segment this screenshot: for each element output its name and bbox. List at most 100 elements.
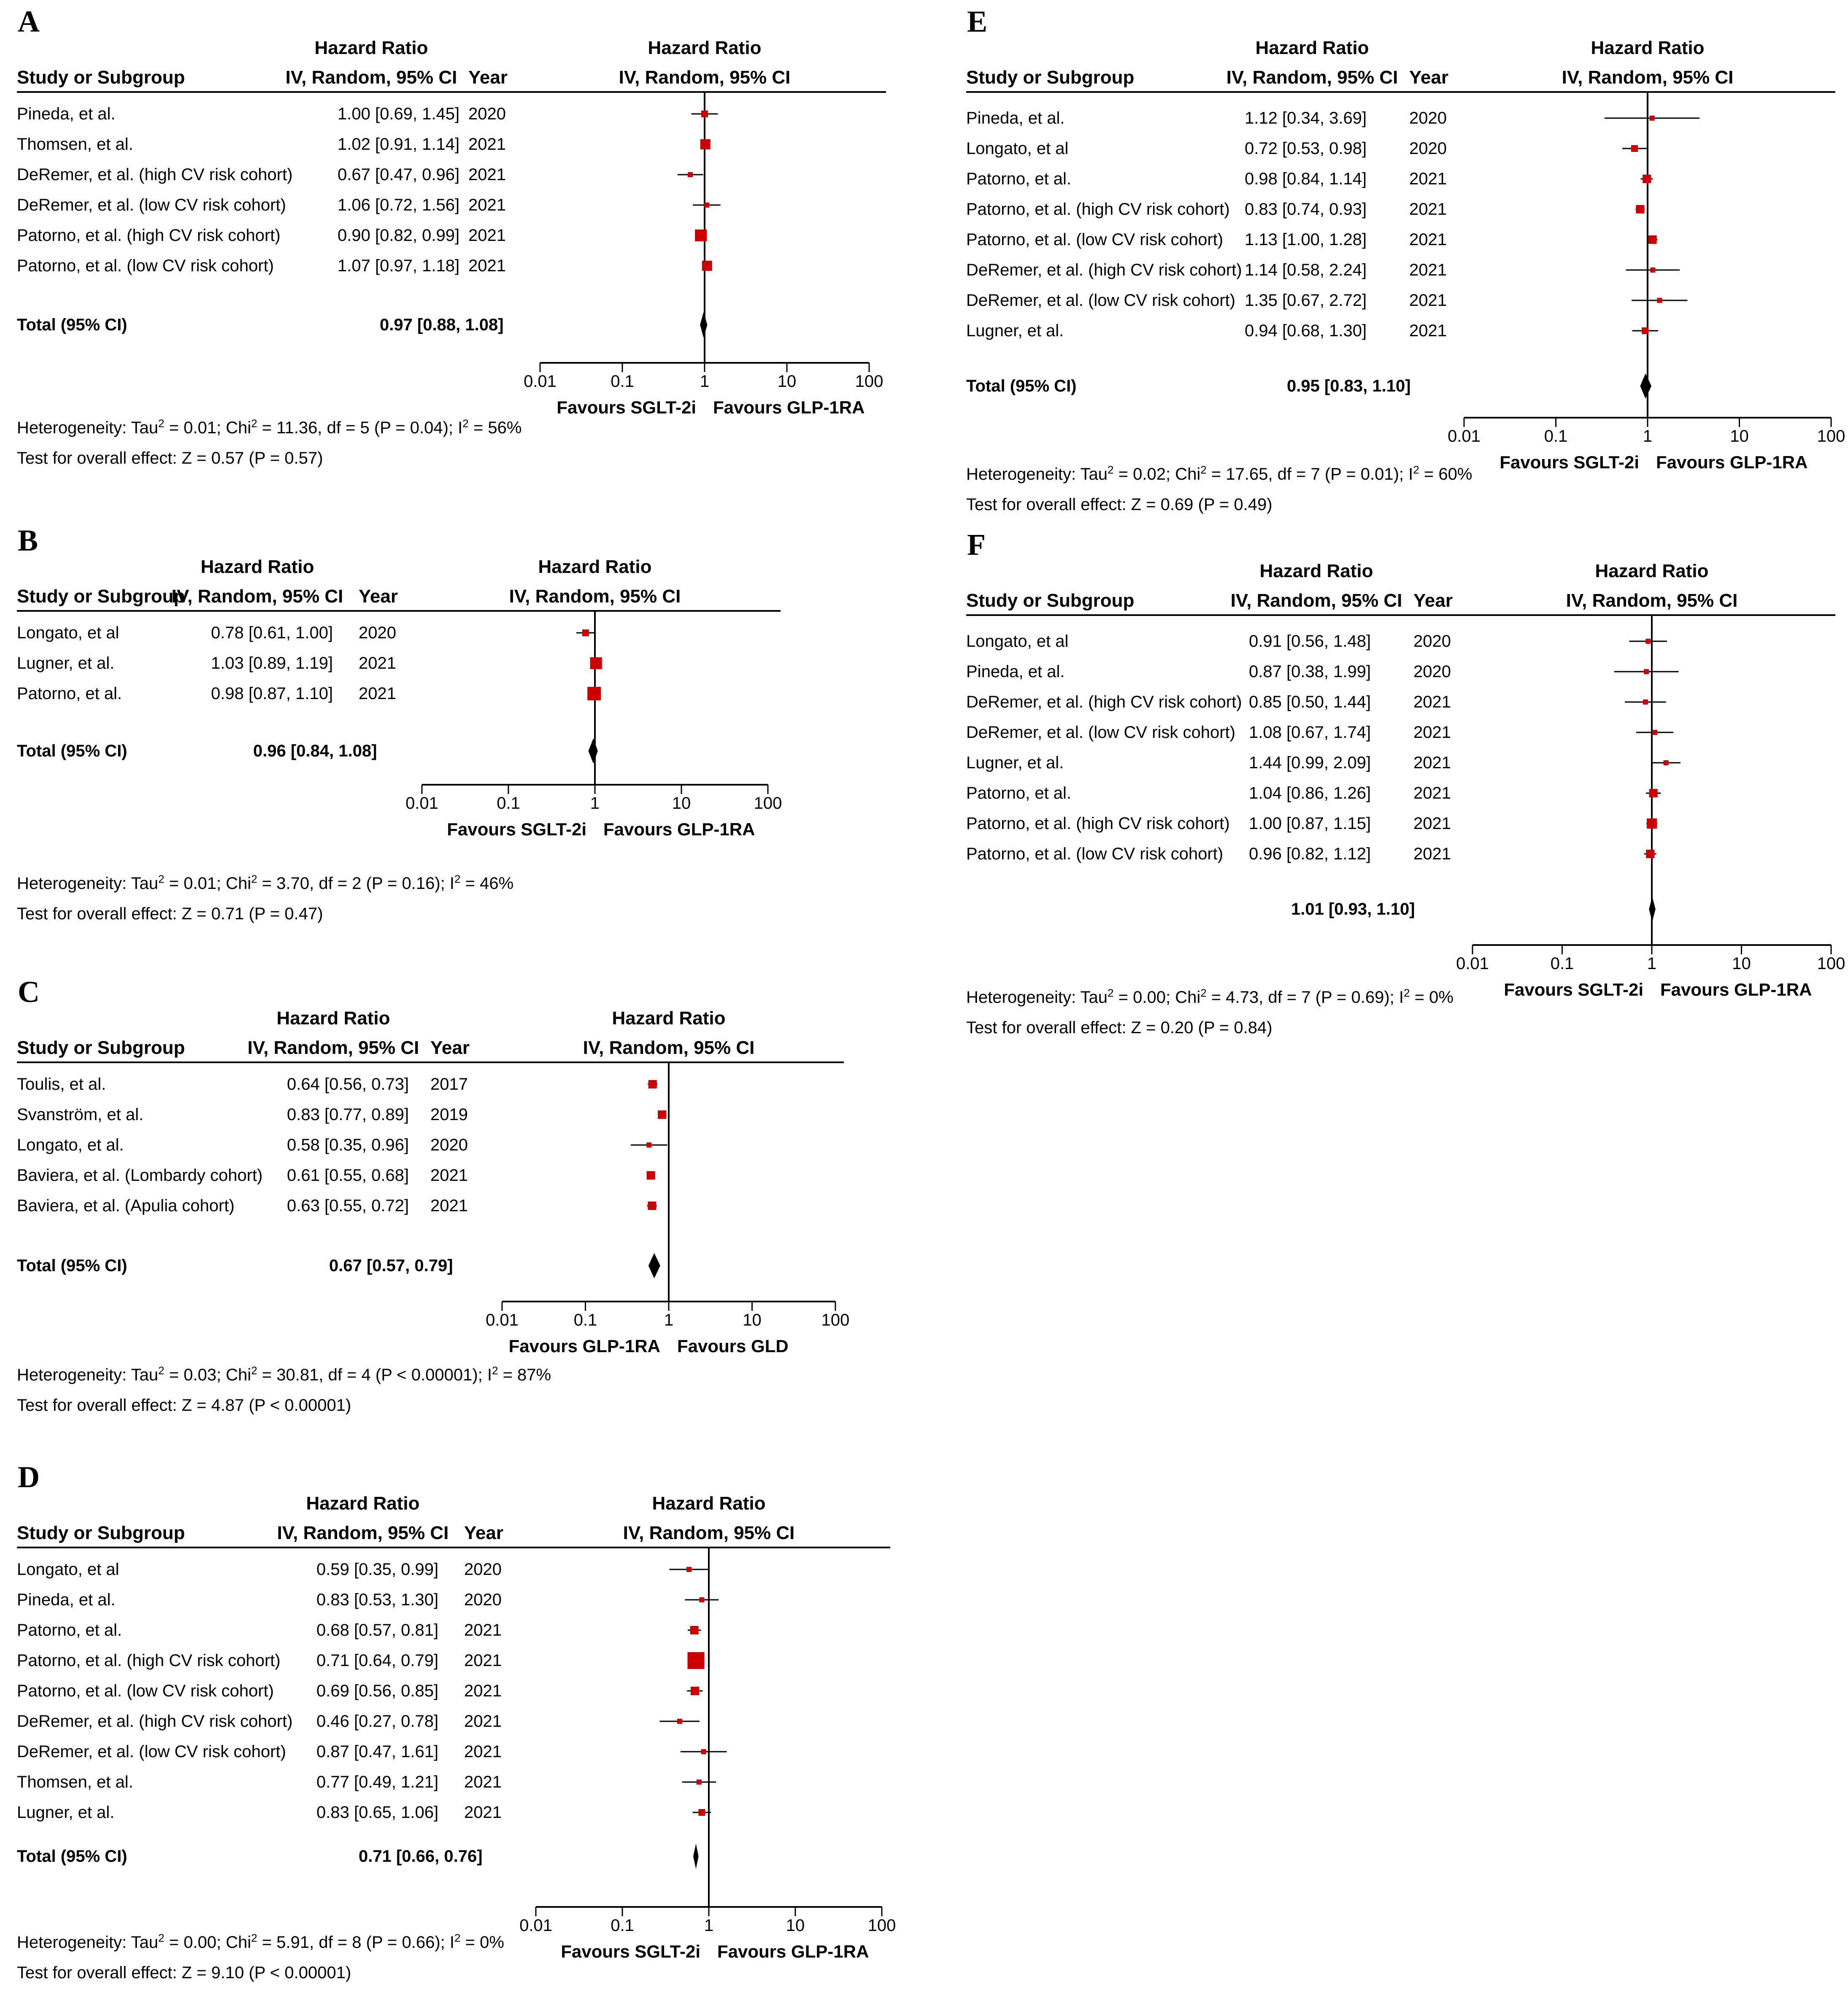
hr-marker — [1645, 639, 1651, 644]
header-method-plot: IV, Random, 95% CI — [619, 67, 791, 88]
study-ci: 0.83 [0.74, 0.93] — [1245, 200, 1367, 219]
favours-left: Favours SGLT-2i — [1504, 980, 1643, 999]
tick-label: 0.1 — [1544, 427, 1568, 446]
study-year: 2020 — [464, 1560, 502, 1579]
tick-label: 10 — [743, 1311, 762, 1329]
header-study: Study or Subgroup — [966, 67, 1135, 88]
study-name: Longato, et al — [17, 1560, 119, 1579]
favours-right: Favours GLP-1RA — [1656, 452, 1808, 472]
hr-marker — [696, 1780, 702, 1785]
study-ci: 0.71 [0.64, 0.79] — [316, 1651, 439, 1670]
hr-marker — [1631, 145, 1638, 152]
hr-marker — [701, 111, 708, 117]
favours-left: Favours SGLT-2i — [447, 819, 586, 839]
study-name: Lugner, et al. — [966, 753, 1064, 772]
study-name: DeRemer, et al. (low CV risk cohort) — [966, 291, 1235, 310]
hr-marker — [1652, 730, 1658, 735]
study-year: 2021 — [1413, 693, 1451, 711]
study-year: 2021 — [468, 135, 506, 154]
header-study: Study or Subgroup — [17, 1037, 185, 1058]
tick-label: 0.01 — [519, 1916, 552, 1935]
header-study: Study or Subgroup — [17, 67, 185, 88]
forest-svg — [17, 610, 781, 794]
study-name: Patorno, et al. — [966, 784, 1072, 802]
study-ci: 0.83 [0.65, 1.06] — [316, 1803, 439, 1822]
study-ci: 1.00 [0.69, 1.45] — [338, 105, 460, 123]
tick-label: 0.01 — [1448, 427, 1481, 446]
forest-plot-F: F Hazard Ratio IV, Random, 95% CI Year Study… — [966, 527, 1845, 1038]
heterogeneity: Heterogeneity: Tau2 = 0.00; Chi2 = 5.91,… — [17, 1931, 504, 1952]
header-hazard-ratio: Hazard Ratio — [314, 38, 428, 58]
tick-label: 1 — [1647, 954, 1657, 973]
study-name: DeRemer, et al. (low CV risk cohort) — [17, 196, 286, 214]
hr-marker — [648, 1202, 657, 1210]
study-ci: 1.12 [0.34, 3.69] — [1245, 109, 1367, 127]
study-ci: 0.87 [0.47, 1.61] — [316, 1742, 439, 1761]
favours-right: Favours GLP-1RA — [603, 819, 755, 839]
study-name: DeRemer, et al. (low CV risk cohort) — [17, 1742, 286, 1761]
favours-left: Favours GLP-1RA — [508, 1336, 660, 1356]
study-ci: 0.58 [0.35, 0.96] — [287, 1136, 409, 1154]
hr-marker — [700, 139, 711, 149]
hr-marker — [646, 1142, 652, 1148]
study-year: 2017 — [430, 1075, 468, 1094]
hr-marker — [702, 261, 712, 271]
tick-label: 0.1 — [611, 372, 634, 391]
hr-marker — [1636, 205, 1645, 213]
study-ci: 1.35 [0.67, 2.72] — [1245, 291, 1367, 310]
study-name: Patorno, et al. (low CV risk cohort) — [966, 230, 1224, 249]
panel-letter: B — [18, 524, 38, 557]
hr-marker — [699, 1597, 705, 1602]
study-name: Thomsen, et al. — [17, 135, 133, 154]
hr-marker — [688, 172, 693, 177]
tick-label: 10 — [777, 372, 797, 391]
study-year: 2021 — [464, 1773, 502, 1791]
study-name: Patorno, et al. (low CV risk cohort) — [17, 1682, 274, 1700]
study-name: Patorno, et al. (low CV risk cohort) — [17, 257, 274, 275]
study-year: 2021 — [1409, 261, 1447, 279]
study-name: Svanström, et al. — [17, 1105, 144, 1124]
hr-marker — [587, 687, 601, 700]
tick-label: 0.1 — [611, 1916, 634, 1935]
hr-marker — [590, 657, 602, 669]
hr-marker — [695, 230, 707, 241]
study-ci: 0.78 [0.61, 1.00] — [211, 624, 333, 642]
tick-label: 10 — [1730, 427, 1749, 446]
panel-letter: D — [18, 1460, 40, 1494]
total-ci: 0.96 [0.84, 1.08] — [253, 742, 377, 760]
study-ci: 0.68 [0.57, 0.81] — [316, 1621, 439, 1639]
study-name: DeRemer, et al. (high CV risk cohort) — [17, 1712, 293, 1731]
study-year: 2020 — [1413, 632, 1451, 651]
study-year: 2021 — [1413, 753, 1451, 772]
header-method: IV, Random, 95% CI — [1230, 590, 1402, 611]
tick-label: 0.1 — [497, 794, 520, 813]
study-name: Patorno, et al. — [966, 170, 1072, 188]
forest-plot-D: D Hazard Ratio IV, Random, 95% CI Year Study… — [17, 1460, 899, 1983]
study-year: 2021 — [464, 1803, 502, 1822]
total-diamond — [700, 312, 708, 338]
favours-right: Favours GLP-1RA — [1660, 980, 1812, 999]
total-diamond — [1640, 373, 1652, 399]
total-ci: 0.95 [0.83, 1.10] — [1287, 377, 1411, 395]
forest-plot-E: E Hazard Ratio IV, Random, 95% CI Year Study… — [966, 4, 1845, 515]
header-method: IV, Random, 95% CI — [1226, 67, 1398, 88]
forest-svg — [966, 614, 1835, 954]
study-ci: 0.77 [0.49, 1.21] — [316, 1773, 439, 1791]
study-ci: 0.64 [0.56, 0.73] — [287, 1075, 409, 1094]
study-name: Longato, et al. — [17, 1136, 124, 1154]
header-method: IV, Random, 95% CI — [171, 586, 343, 607]
study-name: DeRemer, et al. (high CV risk cohort) — [966, 261, 1242, 279]
hr-marker — [1657, 298, 1662, 303]
study-name: Patorno, et al. (high CV risk cohort) — [17, 226, 281, 245]
study-name: Pineda, et al. — [966, 109, 1065, 127]
hr-marker — [1647, 818, 1657, 829]
study-ci: 0.83 [0.53, 1.30] — [316, 1591, 439, 1609]
tick-label: 100 — [855, 372, 883, 391]
total-diamond — [1649, 897, 1656, 922]
heterogeneity: Heterogeneity: Tau2 = 0.03; Chi2 = 30.81… — [17, 1364, 551, 1384]
header-study: Study or Subgroup — [966, 590, 1135, 611]
tick-label: 10 — [672, 794, 691, 813]
tick-label: 1 — [704, 1916, 714, 1935]
favours-right: Favours GLP-1RA — [717, 1942, 869, 1961]
tick-label: 100 — [754, 794, 782, 813]
